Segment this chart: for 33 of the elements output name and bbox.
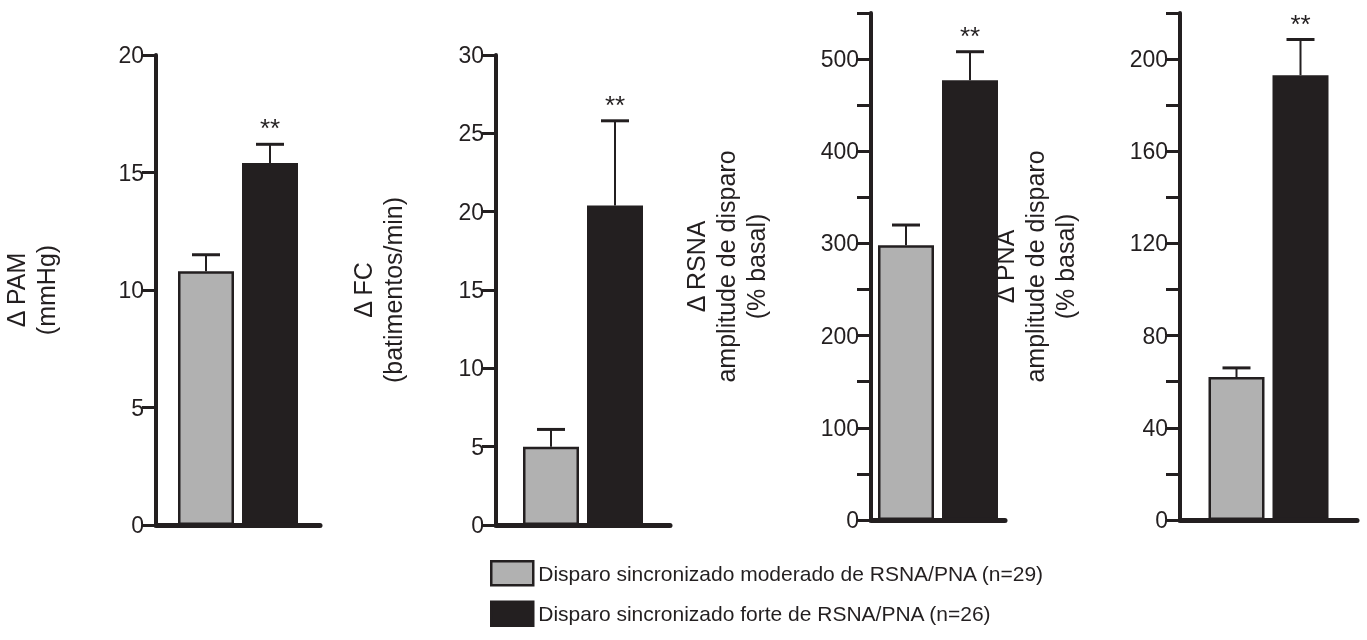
y-tick-label: 120 bbox=[1129, 230, 1168, 257]
y-tick-label: 20 bbox=[458, 198, 484, 225]
y-tick-label: 500 bbox=[820, 46, 859, 73]
y-tick-label: 100 bbox=[820, 414, 859, 441]
y-tick-label: 10 bbox=[458, 355, 484, 382]
y-tick-label: 20 bbox=[118, 42, 144, 68]
y-tick-label: 15 bbox=[458, 277, 484, 303]
y-axis-title: Δ FC (batimentos/min) bbox=[349, 196, 407, 384]
y-tick-label: 40 bbox=[1142, 414, 1168, 441]
annotation: ** bbox=[1290, 8, 1311, 39]
y-tick-label: 15 bbox=[118, 159, 144, 186]
y-axis-title: Δ PAM (mmHg) bbox=[2, 244, 60, 336]
y-tick-label: 25 bbox=[458, 120, 484, 147]
y-tick-label: 400 bbox=[820, 138, 859, 165]
y-tick-label: 5 bbox=[471, 433, 484, 460]
y-tick-label: 200 bbox=[820, 322, 859, 349]
y-tick-label: 30 bbox=[458, 42, 484, 68]
y-tick-label: 200 bbox=[1129, 46, 1168, 73]
annotation: ** bbox=[959, 20, 981, 51]
legend-label: Disparo sincronizado moderado de RSNA/PNA (n=29) bbox=[538, 561, 1044, 585]
y-tick-label: 0 bbox=[846, 507, 859, 533]
y-tick-label: 300 bbox=[820, 230, 859, 257]
annotation: ** bbox=[604, 89, 626, 120]
y-tick-label: 5 bbox=[131, 394, 144, 421]
y-tick-label: 10 bbox=[118, 277, 144, 303]
y-tick-label: 0 bbox=[131, 512, 144, 538]
legend-label: Disparo sincronizado forte de RSNA/PNA (n=26) bbox=[538, 602, 991, 626]
y-axis-title: Δ RSNA amplitude de disparo (% basal) bbox=[682, 150, 770, 383]
y-tick-label: 80 bbox=[1142, 322, 1168, 349]
y-tick-label: 0 bbox=[471, 512, 484, 538]
y-tick-label: 160 bbox=[1129, 138, 1168, 165]
y-tick-label: 0 bbox=[1155, 507, 1168, 533]
annotation: ** bbox=[259, 113, 281, 144]
